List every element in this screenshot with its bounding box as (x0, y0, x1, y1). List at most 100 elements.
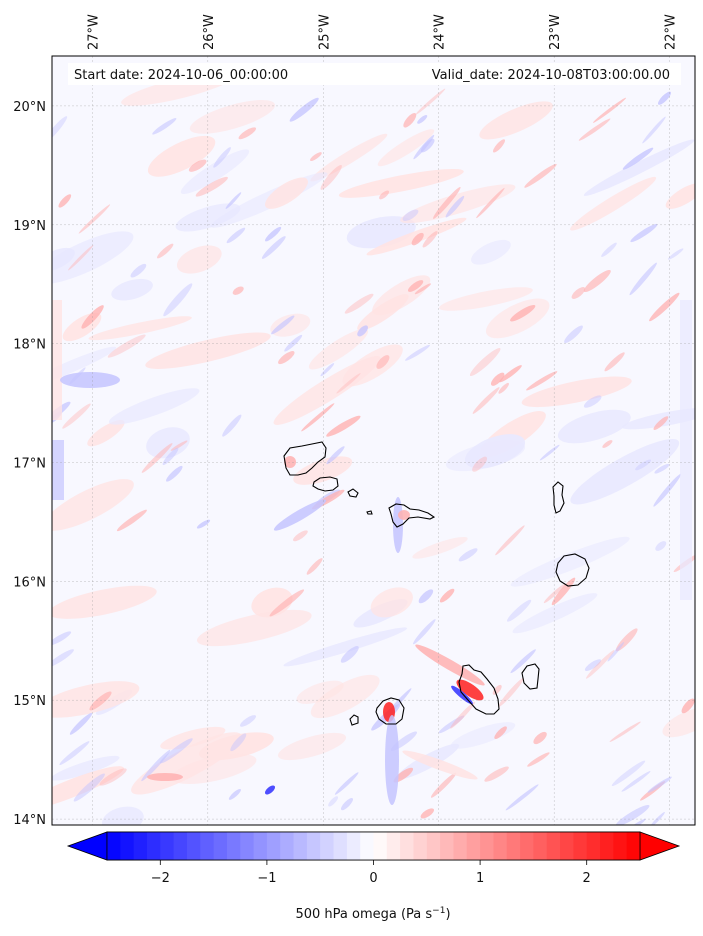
omega-streak-positive (450, 701, 476, 729)
omega-streak-positive (195, 176, 228, 197)
omega-streak-positive (58, 194, 72, 208)
omega-streak-negative (228, 788, 241, 800)
omega-streak-negative (611, 760, 646, 787)
omega-patch-positive (88, 316, 192, 341)
omega-patch-positive (52, 585, 157, 619)
omega-patch-negative (52, 755, 120, 781)
colorbar-band (266, 832, 281, 860)
omega-streak-negative (152, 118, 177, 135)
colorbar-band (133, 832, 148, 860)
omega-streak-positive (498, 677, 524, 707)
longitude-label: 24°W (433, 14, 448, 50)
colorbar-band (386, 832, 401, 860)
omega-streak-negative (621, 771, 651, 792)
omega-streak-positive (422, 231, 438, 248)
omega-streak-negative (655, 541, 667, 551)
omega-streak-positive (439, 588, 455, 603)
colorbar-band (173, 832, 188, 860)
colorbar-band (280, 832, 294, 860)
omega-patch-positive (370, 587, 413, 618)
omega-patch-positive (310, 674, 380, 719)
omega-streak-negative (564, 325, 583, 344)
latitude-label: 20°N (13, 100, 46, 115)
omega-plume-fogo (385, 715, 399, 805)
colorbar-band (226, 832, 241, 860)
omega-streak-negative (230, 733, 247, 752)
colorbar-tick-label: −1 (257, 871, 276, 886)
omega-streak-negative (583, 395, 602, 408)
omega-streak-positive (99, 768, 127, 786)
colorbar-band (466, 832, 481, 860)
omega-streak-negative (417, 115, 428, 124)
omega-band-santiago (415, 644, 485, 686)
omega-streak-negative (239, 715, 257, 727)
omega-streak-negative (630, 223, 658, 243)
omega-streak-negative (226, 227, 246, 244)
omega-patch-positive (310, 133, 388, 182)
colorbar-title-sup: −1 (432, 906, 445, 916)
omega-streak-positive (592, 97, 627, 123)
omega-streak-negative (458, 548, 478, 562)
omega-streak-negative (52, 116, 68, 144)
colorbar-band (346, 832, 361, 860)
omega-streak-positive (269, 589, 305, 617)
omega-patch-negative (52, 346, 117, 387)
omega-streak-negative (658, 91, 671, 105)
colorbar-title-main: 500 hPa omega (Pa s (295, 907, 432, 922)
omega-streak-positive (498, 382, 509, 394)
omega-streak-negative (413, 619, 436, 645)
omega-streak-negative (357, 325, 368, 337)
omega-patch-positive (662, 707, 695, 738)
omega-patch-positive (479, 101, 553, 140)
omega-streak-positive (411, 232, 424, 246)
omega-patch-negative (471, 239, 511, 265)
omega-streak-positive (433, 186, 461, 219)
colorbar-band (453, 832, 468, 860)
omega-patch-positive (357, 294, 409, 331)
omega-streak-positive (78, 204, 111, 234)
latitude-label: 17°N (13, 457, 46, 472)
omega-streak-negative (445, 195, 465, 218)
omega-core-saonicolau (398, 510, 410, 520)
island-santa-luzia (347, 488, 359, 498)
omega-core-santiago (456, 679, 484, 701)
island-brava (349, 714, 359, 726)
omega-patch-negative (102, 806, 144, 825)
colorbar-tick-label: 0 (369, 871, 377, 886)
omega-streak-negative (635, 459, 652, 471)
omega-patch-positive (199, 732, 274, 761)
omega-streak-negative (667, 248, 684, 260)
longitude-label: 26°W (202, 14, 217, 50)
colorbar-ticks: −2 −1 0 1 2 (151, 860, 591, 886)
omega-patch-positive (196, 609, 312, 647)
omega-core-santoantao (284, 456, 296, 468)
omega-streak-positive (484, 766, 509, 782)
colorbar-band (413, 832, 428, 860)
colorbar-band (586, 832, 601, 860)
omega-streak-negative (402, 209, 419, 221)
omega-streak-negative (622, 147, 654, 170)
colorbar-band (493, 832, 508, 860)
omega-streak-negative (73, 773, 105, 802)
island-sal (552, 481, 565, 514)
colorbar-extend-low (66, 831, 108, 861)
omega-patch-negative (108, 388, 200, 425)
coastlines (283, 441, 590, 726)
omega-streak-negative (130, 263, 147, 278)
colorbar-band (213, 832, 228, 860)
omega-streak-positive (344, 293, 374, 314)
omega-patch-negative (512, 593, 598, 634)
colorbar-band (480, 832, 494, 860)
omega-streak-positive (543, 583, 566, 604)
omega-streak-positive (107, 334, 146, 358)
colorbar-bands (106, 831, 641, 861)
omega-streak-positive (306, 558, 323, 575)
omega-streak-positive (571, 287, 586, 299)
omega-streak-negative (507, 599, 532, 622)
start-date-label: Start date: 2024-10-06_00:00:00 (74, 68, 288, 83)
omega-patch-positive (87, 420, 125, 447)
omega-streak-positive (188, 159, 207, 172)
omega-wake-south (402, 750, 478, 780)
omega-streak-negative (163, 283, 193, 317)
omega-streak-negative (59, 741, 90, 766)
